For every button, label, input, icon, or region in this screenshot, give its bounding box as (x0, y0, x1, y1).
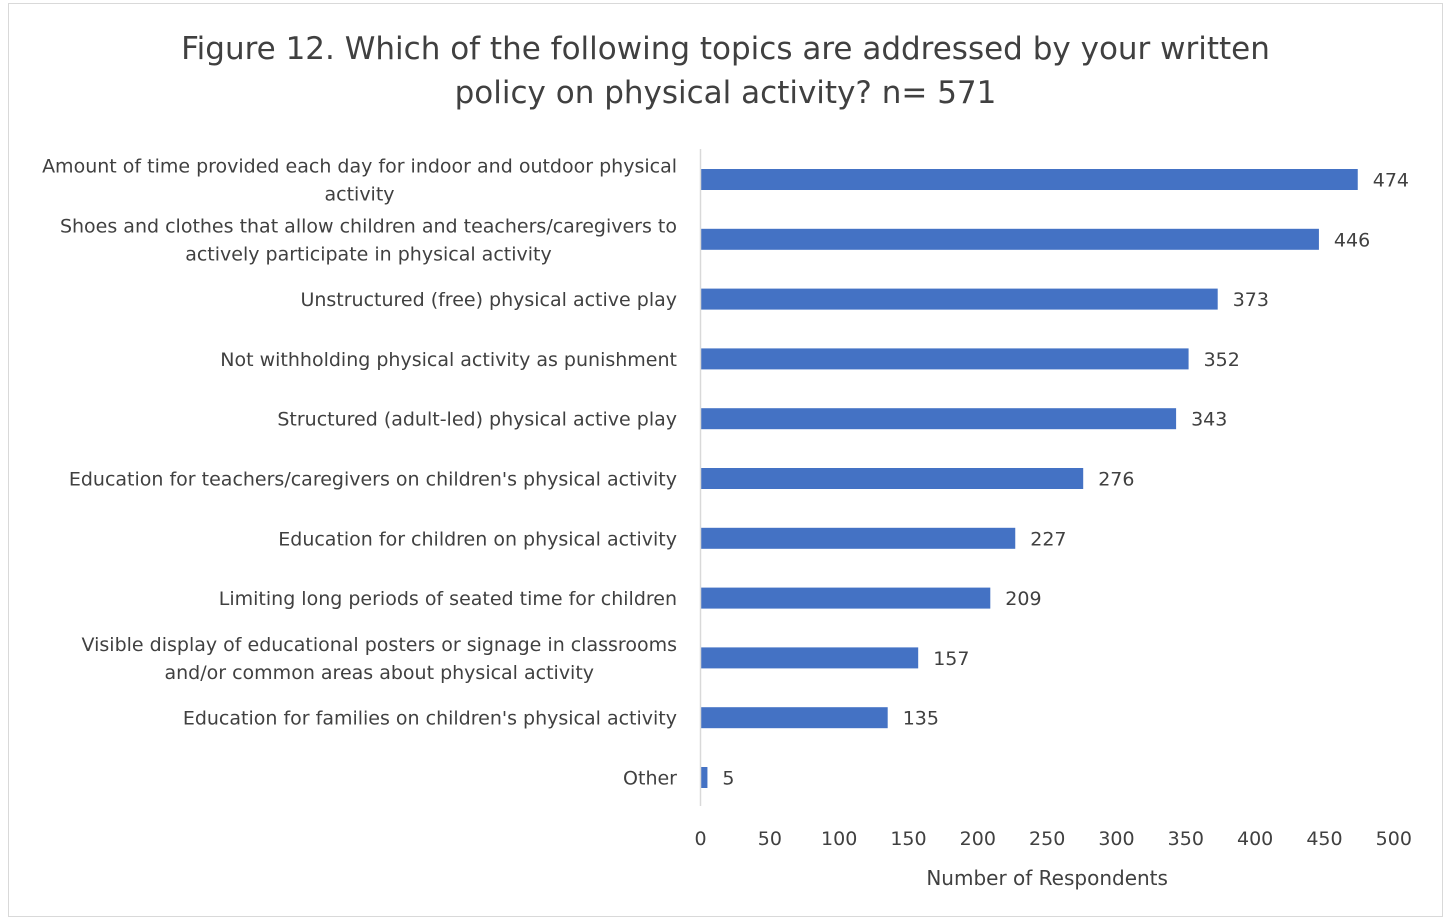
chart-frame (8, 3, 1443, 917)
category-label: activity (325, 184, 395, 206)
category-label: Education for children on physical activ… (278, 528, 677, 550)
chart-title-line-2: policy on physical activity? n= 571 (454, 75, 997, 111)
x-axis-title: Number of Respondents (926, 866, 1168, 890)
bar (700, 707, 888, 729)
data-label: 474 (1373, 170, 1409, 192)
category-labels: Amount of time provided each day for ind… (42, 156, 677, 790)
x-tick-label: 450 (1306, 828, 1342, 850)
bar (700, 527, 1016, 549)
bar (700, 647, 919, 669)
data-label: 276 (1098, 469, 1134, 491)
x-tick-label: 50 (758, 828, 782, 850)
data-label: 373 (1233, 289, 1269, 311)
x-tick-label: 400 (1237, 828, 1273, 850)
data-label: 157 (933, 648, 969, 670)
category-label: and/or common areas about physical activ… (164, 662, 594, 684)
x-axis-ticks: 0 50 100 150 200 250 300 350 400 450 500 (694, 828, 1411, 850)
data-label: 135 (903, 708, 939, 730)
category-label: Not withholding physical activity as pun… (220, 349, 677, 371)
x-tick-label: 350 (1168, 828, 1204, 850)
bar (700, 288, 1218, 310)
bar (700, 587, 991, 609)
category-label: Other (623, 768, 677, 790)
category-label: actively participate in physical activit… (185, 243, 552, 265)
category-label: Unstructured (free) physical active play (300, 289, 677, 311)
bars (700, 169, 1358, 788)
x-tick-label: 500 (1376, 828, 1412, 850)
chart-title-line-1: Figure 12. Which of the following topics… (181, 31, 1270, 67)
data-label: 209 (1005, 588, 1041, 610)
category-label: Limiting long periods of seated time for… (219, 588, 677, 610)
bar (700, 468, 1084, 489)
category-label: Shoes and clothes that allow children an… (60, 215, 677, 237)
data-label: 446 (1334, 229, 1370, 251)
bar (700, 348, 1189, 370)
data-label: 352 (1204, 349, 1240, 371)
category-label: Education for families on children's phy… (183, 708, 677, 730)
x-tick-label: 200 (960, 828, 996, 850)
data-label: 227 (1030, 528, 1066, 550)
chart-title: Figure 12. Which of the following topics… (0, 27, 1445, 115)
x-tick-label: 250 (1029, 828, 1065, 850)
x-tick-label: 100 (821, 828, 857, 850)
category-label: Amount of time provided each day for ind… (42, 156, 677, 178)
bar (700, 767, 708, 788)
data-label: 5 (722, 768, 734, 790)
x-tick-label: 300 (1098, 828, 1134, 850)
x-tick-label: 150 (890, 828, 926, 850)
category-label: Education for teachers/caregivers on chi… (69, 469, 677, 491)
category-label: Visible display of educational posters o… (82, 634, 677, 656)
bar (700, 169, 1358, 190)
category-label: Structured (adult-led) physical active p… (277, 409, 677, 431)
bar (700, 408, 1177, 430)
bar (700, 228, 1319, 250)
x-tick-label: 0 (694, 828, 706, 850)
data-labels: 474 446 373 352 343 276 227 209 157 135 5 (722, 170, 1409, 790)
data-label: 343 (1191, 409, 1227, 431)
